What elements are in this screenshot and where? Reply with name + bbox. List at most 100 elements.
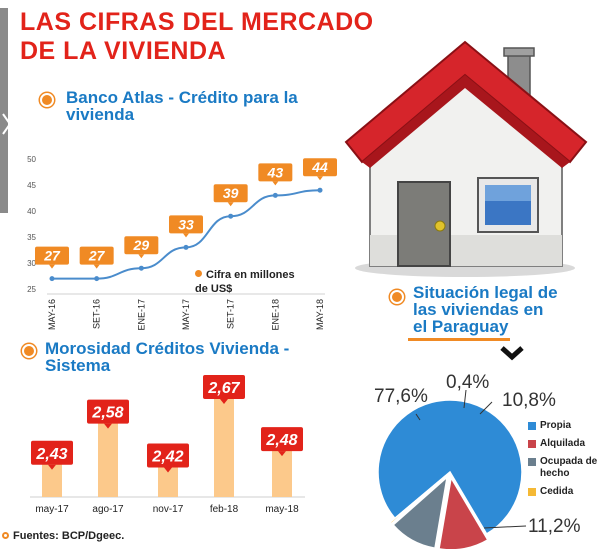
value-label: 43 xyxy=(267,164,284,180)
bar-value-pointer xyxy=(278,451,286,457)
value-label-pointer xyxy=(49,264,55,269)
bar xyxy=(98,411,118,497)
section-title-morosidad-line1: Morosidad Créditos Vivienda - xyxy=(45,339,290,358)
legend-label-ocupada-line1: Ocupada de xyxy=(540,456,598,467)
bullet-dot-icon xyxy=(2,532,9,539)
bullet-dot-icon xyxy=(390,290,404,304)
legend-item-cedida: Cedida xyxy=(528,486,597,498)
legend-item-alquilada: Alquilada xyxy=(528,438,597,450)
pie-leader-line xyxy=(483,525,527,529)
x-tick-label: SET-16 xyxy=(92,299,102,329)
y-tick-label: 35 xyxy=(27,233,36,242)
legend-swatch xyxy=(528,440,536,448)
section-title-morosidad-line2: Sistema xyxy=(45,356,111,375)
bullet-dot-icon xyxy=(195,270,202,277)
legend-label-ocupada: Ocupada de hecho xyxy=(540,456,597,480)
value-label-bg xyxy=(303,158,337,177)
bar xyxy=(214,387,234,497)
bar-value-bg xyxy=(261,427,303,452)
section-title-credito: Banco Atlas - Crédito para la vivienda xyxy=(66,89,298,123)
x-tick-label: MAY-16 xyxy=(47,299,57,330)
value-label-bg xyxy=(213,184,248,203)
value-label: 29 xyxy=(133,237,150,253)
value-label-pointer xyxy=(93,264,100,269)
x-tick-label: feb-18 xyxy=(210,504,239,515)
value-label-pointer xyxy=(227,202,234,207)
pie-slice xyxy=(392,475,449,549)
pie-chart-situacion: 77,6% 11,2% 10,8% 0,4% xyxy=(374,372,581,549)
main-title: LAS CIFRAS DEL MERCADO DE LA VIVIENDA xyxy=(20,8,380,66)
x-tick-label: may-17 xyxy=(35,504,69,515)
section-title-morosidad: Morosidad Créditos Vivienda - Sistema xyxy=(45,340,289,374)
value-label-bg xyxy=(124,236,159,255)
data-point xyxy=(94,276,100,282)
left-accent-bar xyxy=(0,8,8,213)
value-label: 33 xyxy=(178,216,194,232)
data-point xyxy=(49,276,55,282)
section-title-situacion-line3: el Paraguay xyxy=(413,317,509,336)
y-tick-label: 25 xyxy=(27,285,36,294)
y-tick-label: 45 xyxy=(27,181,36,190)
value-label-bg xyxy=(169,215,203,234)
data-point xyxy=(317,187,323,193)
source-note: Fuentes: BCP/Dgeec. xyxy=(2,530,124,542)
bar xyxy=(272,439,292,497)
house-illustration xyxy=(344,40,588,277)
bar-value-bg xyxy=(87,399,129,424)
legend-swatch xyxy=(528,488,536,496)
source-text: Fuentes: BCP/Dgeec. xyxy=(13,530,125,542)
pie-slice xyxy=(377,399,523,535)
bar-value-label: 2,43 xyxy=(35,446,67,463)
bar-value-label: 2,48 xyxy=(265,432,297,449)
section-title-situacion: Situación legal de las viviendas en el P… xyxy=(413,284,558,335)
pie-leader-line xyxy=(415,413,421,421)
y-tick-label: 30 xyxy=(27,259,36,268)
x-tick-label: ENE-17 xyxy=(136,299,146,331)
pie-value-label: 11,2% xyxy=(528,516,581,537)
pie-leader-line xyxy=(463,389,467,409)
section-title-credito-line1: Banco Atlas - Crédito para la xyxy=(66,88,298,107)
value-label-pointer xyxy=(317,176,323,181)
chart-note: Cifra en millones de US$ xyxy=(195,268,295,296)
value-label: 39 xyxy=(223,185,239,201)
chevron-right-icon xyxy=(2,113,12,135)
x-tick-label: nov-17 xyxy=(153,504,184,515)
bullet-dot-icon xyxy=(40,93,54,107)
bar-value-label: 2,42 xyxy=(151,449,183,466)
chart-note-line1: Cifra en millones xyxy=(206,269,295,281)
bullet-dot-icon xyxy=(22,344,36,358)
value-label-bg xyxy=(79,246,114,265)
value-label-bg xyxy=(35,246,69,265)
data-point xyxy=(183,244,189,250)
section-title-credito-line2: vivienda xyxy=(66,105,135,124)
bar-value-pointer xyxy=(220,399,228,404)
section-underline xyxy=(408,338,510,341)
legend-item-ocupada: Ocupada de hecho xyxy=(528,456,597,480)
x-tick-label: may-18 xyxy=(265,504,299,515)
y-tick-label: 50 xyxy=(27,155,36,164)
value-label-pointer xyxy=(183,233,189,238)
pie-leader-line xyxy=(479,401,493,415)
x-tick-label: MAY-18 xyxy=(315,299,325,330)
x-tick-label: ENE-18 xyxy=(270,299,280,331)
bar-value-pointer xyxy=(48,464,56,470)
legend-label-ocupada-line2: hecho xyxy=(540,468,570,479)
data-point xyxy=(228,213,234,219)
value-label: 27 xyxy=(43,248,61,264)
legend-label-alquilada: Alquilada xyxy=(540,438,586,449)
data-point xyxy=(138,265,144,271)
bar-value-pointer xyxy=(104,423,112,429)
line-chart-credito: 25 30 35 40 45 50 27 27 29 33 39 43 44 MAY-16 SET-16 EN… xyxy=(27,155,337,331)
value-label: 44 xyxy=(311,159,328,175)
legend-label-cedida: Cedida xyxy=(540,486,574,497)
pie-value-label: 0,4% xyxy=(446,372,489,393)
value-label-pointer xyxy=(272,181,279,186)
legend-item-propia: Propia xyxy=(528,420,597,432)
x-tick-label: MAY-17 xyxy=(181,299,191,330)
x-tick-label: ago-17 xyxy=(92,504,124,515)
bar-value-bg xyxy=(31,440,73,465)
x-tick-label: SET-17 xyxy=(226,299,236,329)
section-title-situacion-line2: las viviendas en xyxy=(413,300,544,319)
value-label: 27 xyxy=(88,248,106,264)
pie-slice xyxy=(389,475,446,525)
